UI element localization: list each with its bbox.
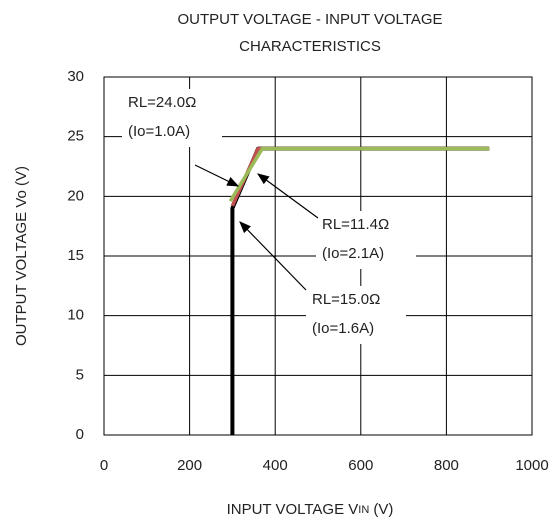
- y-tick-label: 20: [67, 187, 84, 204]
- annotation-box: [316, 211, 416, 269]
- annotation: RL=24.0Ω: [128, 94, 196, 111]
- y-tick-label: 15: [67, 247, 84, 264]
- y-tick-label: 25: [67, 128, 84, 145]
- x-axis-label-text: INPUT VOLTAGE V: [227, 501, 359, 518]
- x-axis-label: INPUT VOLTAGE VIN (V): [227, 501, 394, 518]
- x-tick-label: 800: [434, 457, 459, 474]
- x-axis-label-sub: IN: [358, 504, 369, 516]
- y-tick-label: 10: [67, 307, 84, 324]
- chart-title: CHARACTERISTICS: [239, 38, 381, 55]
- y-tick-label: 5: [76, 366, 84, 383]
- y-tick-label: 30: [67, 68, 84, 85]
- annotation: RL=11.4Ω: [322, 216, 389, 233]
- x-tick-label: 600: [348, 457, 373, 474]
- y-tick-label: 0: [76, 426, 84, 443]
- y-axis-label: OUTPUT VOLTAGE Vo (V): [13, 166, 30, 346]
- x-axis-label-suffix: (V): [369, 501, 393, 518]
- annotation-box: [122, 89, 222, 147]
- x-tick-label: 400: [263, 457, 288, 474]
- x-tick-label: 0: [100, 457, 108, 474]
- annotation: (Io=1.6A): [312, 320, 374, 337]
- plot-frame: [103, 76, 533, 436]
- x-tick-label: 1000: [515, 457, 548, 474]
- annotation-arrow: [194, 164, 240, 187]
- annotation: (Io=2.1A): [322, 245, 384, 262]
- data-line: [228, 146, 490, 203]
- annotation: RL=15.0Ω: [312, 291, 380, 308]
- annotation-arrow: [239, 221, 307, 291]
- annotation-box: [306, 286, 406, 344]
- x-tick-label: 200: [177, 457, 202, 474]
- annotation: (Io=1.0A): [128, 123, 190, 140]
- chart-title: OUTPUT VOLTAGE - INPUT VOLTAGE: [177, 11, 442, 28]
- annotation-arrow: [257, 173, 319, 219]
